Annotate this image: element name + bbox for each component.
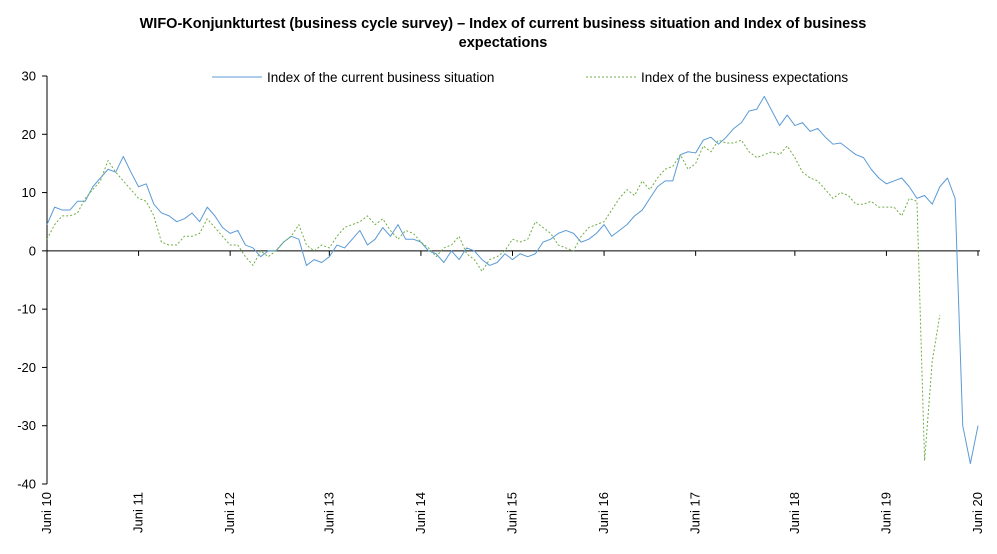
x-tick-label: Juni 18 bbox=[787, 492, 802, 534]
series-line-current-situation bbox=[46, 95, 979, 465]
y-tick-label: 20 bbox=[22, 127, 36, 142]
x-axis: Juni 10 Juni 11 Juni 12 Juni 13 Juni 14 Juni … bbox=[39, 250, 985, 534]
y-tick-label: -40 bbox=[17, 477, 36, 492]
y-tick-label: 30 bbox=[22, 69, 36, 84]
x-tick-label: Juni 10 bbox=[39, 492, 54, 534]
chart-title-line-1: WIFO-Konjunkturtest (business cycle surv… bbox=[140, 16, 867, 32]
y-axis: 30 20 10 0 -10 -20 -30 -40 bbox=[17, 69, 48, 492]
x-tick-label: Juni 16 bbox=[596, 492, 611, 534]
y-tick-label: 0 bbox=[29, 243, 36, 258]
x-tick-label: Juni 11 bbox=[131, 492, 146, 533]
x-tick-label: Juni 12 bbox=[222, 492, 237, 534]
x-tick-label: Juni 14 bbox=[413, 492, 428, 534]
x-tick-label: Juni 19 bbox=[878, 492, 893, 534]
x-tick-label: Juni 13 bbox=[321, 492, 336, 534]
legend: Index of the current business situation … bbox=[212, 70, 848, 85]
x-tick-label: Juni 17 bbox=[688, 492, 703, 534]
y-tick-label: -10 bbox=[17, 302, 36, 317]
series-line-expectations bbox=[46, 139, 941, 462]
y-tick-label: -30 bbox=[17, 418, 36, 433]
legend-label-expectations: Index of the business expectations bbox=[641, 70, 848, 85]
series-layer bbox=[46, 95, 979, 465]
legend-label-current: Index of the current business situation bbox=[267, 70, 494, 85]
chart-title-line-2: expectations bbox=[459, 35, 548, 51]
y-tick-label: 10 bbox=[22, 185, 36, 200]
x-tick-label: Juni 15 bbox=[505, 492, 520, 534]
y-tick-label: -20 bbox=[17, 360, 36, 375]
x-tick-label: Juni 20 bbox=[970, 492, 985, 534]
